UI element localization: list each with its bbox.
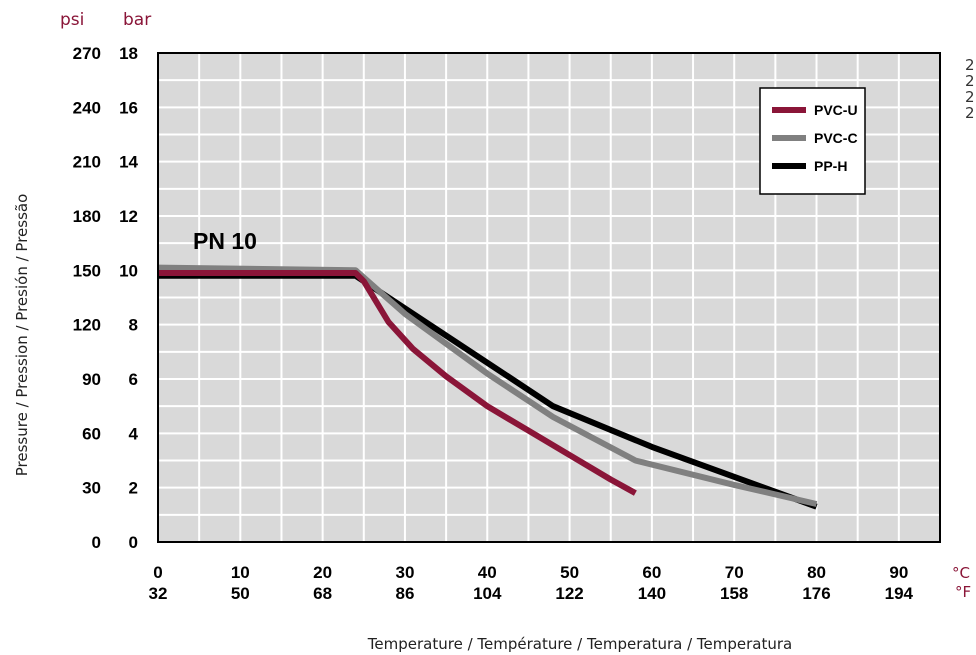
x-tick-label-fahrenheit: 68: [313, 584, 332, 603]
grid: [158, 53, 940, 542]
psi-unit-label: psi: [60, 10, 84, 30]
y-tick-label-psi: 90: [82, 370, 101, 389]
x-tick-label-fahrenheit: 32: [149, 584, 168, 603]
x-tick-label-fahrenheit: 86: [395, 584, 414, 603]
axis-ticks: 0321050206830864010450122601407015880176…: [73, 44, 914, 603]
y-tick-label-psi: 210: [73, 153, 101, 172]
plot-frame: [157, 52, 941, 543]
x-tick-label-fahrenheit: 122: [555, 584, 583, 603]
legend-label-pvc-u: PVC-U: [814, 102, 858, 118]
y-tick-label-psi: 120: [73, 316, 101, 335]
y-tick-label-psi: 0: [92, 533, 101, 552]
y-tick-label-bar: 16: [119, 98, 138, 117]
y-tick-label-bar: 18: [119, 44, 138, 63]
right-edge-text-3: 2: [965, 88, 975, 106]
y-axis-title: Pressure / Pression / Presión / Pressão: [13, 194, 31, 477]
y-tick-label-bar: 4: [129, 424, 139, 443]
y-tick-label-psi: 60: [82, 424, 101, 443]
y-tick-label-bar: 12: [119, 207, 138, 226]
x-tick-label-fahrenheit: 104: [473, 584, 502, 603]
x-tick-label-celsius: 0: [153, 563, 162, 582]
legend-label-pvc-c: PVC-C: [814, 130, 858, 146]
y-tick-label-psi: 270: [73, 44, 101, 63]
x-tick-label-celsius: 90: [889, 563, 908, 582]
series-lines: [157, 264, 818, 510]
x-tick-label-celsius: 30: [395, 563, 414, 582]
x-tick-label-celsius: 60: [642, 563, 661, 582]
y-tick-label-psi: 30: [82, 479, 101, 498]
right-edge-text-1: 2: [965, 56, 975, 74]
x-unit-fahrenheit: °F: [955, 583, 971, 601]
x-tick-label-celsius: 10: [231, 563, 250, 582]
right-edge-text-4: 2: [965, 104, 975, 122]
y-tick-label-psi: 240: [73, 98, 101, 117]
x-tick-label-celsius: 70: [725, 563, 744, 582]
pressure-class-label: PN 10: [193, 228, 257, 254]
y-tick-label-psi: 150: [73, 261, 101, 280]
y-tick-label-bar: 14: [119, 153, 138, 172]
x-tick-label-fahrenheit: 140: [638, 584, 666, 603]
y-tick-label-psi: 180: [73, 207, 101, 226]
x-tick-label-celsius: 80: [807, 563, 826, 582]
x-tick-label-celsius: 50: [560, 563, 579, 582]
x-tick-label-celsius: 20: [313, 563, 332, 582]
legend-label-pp-h: PP-H: [814, 158, 847, 174]
y-tick-label-bar: 6: [129, 370, 138, 389]
y-tick-label-bar: 8: [129, 316, 138, 335]
x-unit-celsius: °C: [952, 564, 970, 582]
x-tick-label-fahrenheit: 176: [802, 584, 830, 603]
x-tick-label-fahrenheit: 158: [720, 584, 748, 603]
series-line-pvc-u: [158, 270, 637, 496]
y-tick-label-bar: 10: [119, 261, 138, 280]
x-axis-title: Temperature / Température / Temperatura …: [367, 635, 792, 653]
right-edge-text-2: 2: [965, 72, 975, 90]
y-tick-label-bar: 0: [129, 533, 138, 552]
legend: PVC-U PVC-C PP-H: [759, 87, 866, 195]
x-tick-label-fahrenheit: 194: [885, 584, 914, 603]
bar-unit-label: bar: [123, 10, 151, 30]
x-tick-label-fahrenheit: 50: [231, 584, 250, 603]
y-tick-label-bar: 2: [129, 479, 138, 498]
x-tick-label-celsius: 40: [478, 563, 497, 582]
